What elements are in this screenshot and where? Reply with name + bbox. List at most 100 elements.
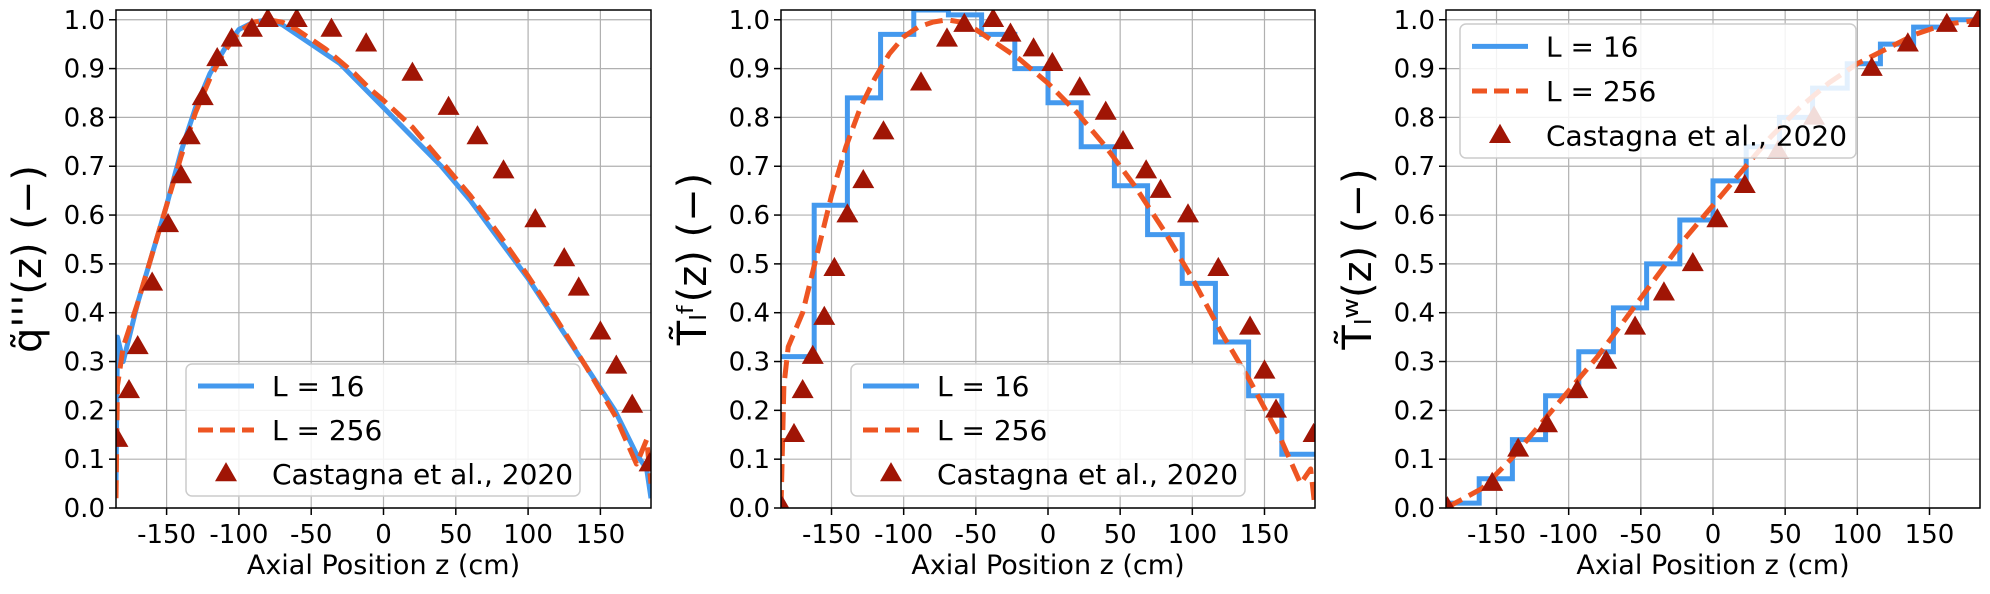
castagna-data-point [116, 427, 129, 447]
castagna-data-point [605, 354, 628, 374]
castagna-data-point [1935, 12, 1958, 32]
series-l256-line [1446, 17, 1980, 508]
castagna-data-point [1706, 208, 1729, 228]
castagna-data-point [1302, 422, 1315, 443]
castagna-data-point [782, 422, 805, 443]
castagna-data-point [126, 335, 149, 355]
x-tick-label: 50 [1104, 520, 1137, 550]
panel-3: -150 -100 -50 0 50 100 150 0.0 0.1 0.2 0.3 0.4 0.5 0.… [1333, 6, 1981, 581]
y-tick-label: 0.2 [64, 396, 105, 426]
castagna-data-point [836, 203, 859, 223]
y-tick-label: 0.7 [64, 152, 105, 182]
y-tick-label: 1.0 [1394, 6, 1435, 36]
legend: L = 16 L = 256 Castagna et al., 2020 [1459, 23, 1857, 159]
castagna-data-point [285, 10, 308, 28]
plot-area [116, 10, 651, 499]
x-tick-label: -100 [874, 520, 933, 550]
x-tick-label: -100 [1539, 520, 1598, 550]
y-tick-label: 0.8 [64, 103, 105, 133]
castagna-data-point [220, 27, 243, 47]
castagna-data-point [1481, 471, 1504, 491]
plot-area [1446, 10, 1980, 508]
castagna-data-point [1566, 378, 1589, 399]
series-l16-line [1446, 17, 1980, 506]
castagna-data-point [492, 159, 515, 179]
y-tick-label: 0.8 [1394, 103, 1435, 133]
x-tick-label: 50 [1769, 520, 1802, 550]
series-l256-line [781, 17, 1315, 508]
y-tick-label: 0.5 [64, 250, 105, 280]
castagna-data-point [320, 17, 343, 37]
castagna-data-point [1135, 159, 1158, 179]
castagna-data-point [1507, 437, 1530, 457]
y-tick-label: 0.3 [1394, 348, 1435, 378]
castagna-data-point [813, 305, 836, 325]
y-tick-label: 0.7 [729, 152, 770, 182]
y-tick-label: 0.7 [1394, 152, 1435, 182]
castagna-data-point [1112, 129, 1135, 150]
castagna-data-point [1595, 349, 1618, 369]
panel-2: -150 -100 -50 0 50 100 150 0.0 0.1 0.2 0.3 0.4 0.5 0.… [668, 6, 1316, 581]
y-tick-label: 0.0 [1394, 494, 1435, 524]
y-tick-label: 0.1 [64, 445, 105, 475]
castagna-data-point [791, 378, 814, 399]
y-axis-label: q̃'''(z) (−) [5, 165, 51, 353]
legend-label: L = 256 [937, 414, 1047, 447]
castagna-data-point [191, 86, 214, 106]
castagna-data-point [170, 164, 193, 184]
legend-castagna-marker [215, 462, 237, 482]
castagna-data-point [621, 393, 644, 413]
y-tick-label: 0.0 [64, 494, 105, 524]
x-tick-label: -150 [802, 520, 861, 550]
castagna-data-point [1239, 315, 1262, 335]
y-tick-label: 0.4 [729, 299, 770, 329]
y-tick-label: 0.3 [64, 348, 105, 378]
castagna-data-point [852, 169, 875, 189]
castagna-data-point [1860, 56, 1883, 76]
legend: L = 16 L = 256 Castagna et al., 2020 [850, 363, 1246, 497]
castagna-data-point [1207, 256, 1230, 277]
castagna-data-point [1094, 100, 1117, 120]
x-axis-label: Axial Position z (cm) [1576, 550, 1849, 581]
y-tick-label: 0.0 [729, 494, 770, 524]
x-tick-label: -150 [1467, 520, 1526, 550]
legend-box [185, 363, 581, 497]
castagna-data-point [781, 496, 790, 508]
castagna-data-point [801, 344, 824, 364]
castagna-data-point [1624, 315, 1647, 335]
castagna-data-point [1536, 413, 1559, 433]
y-tick-label: 0.4 [64, 299, 105, 329]
x-tick-label: -100 [209, 520, 268, 550]
castagna-data-point [1149, 178, 1172, 198]
castagna-data-point [1681, 252, 1704, 272]
castagna-data-point [823, 256, 846, 277]
legend-label: L = 256 [272, 414, 382, 447]
y-tick-label: 0.6 [729, 201, 770, 231]
y-tick-label: 0.8 [729, 103, 770, 133]
castagna-data-point [1733, 173, 1756, 194]
x-axis-label: Axial Position z (cm) [247, 550, 520, 581]
x-tick-label: -50 [1620, 520, 1662, 550]
legend-box [1459, 23, 1857, 159]
y-tick-label: 0.6 [64, 201, 105, 231]
castagna-data-point [524, 208, 547, 228]
y-axis-label: T̃ₗʷ(z) (−) [1333, 168, 1381, 350]
castagna-data-point [638, 452, 651, 472]
y-tick-label: 0.5 [1394, 250, 1435, 280]
castagna-data-point [355, 32, 378, 52]
legend-label: Castagna et al., 2020 [1546, 120, 1847, 153]
castagna-data-point [118, 378, 141, 399]
castagna-data-point [1446, 496, 1455, 508]
legend: L = 16 L = 256 Castagna et al., 2020 [185, 363, 581, 497]
series-l256-line [116, 17, 651, 499]
castagna-data-point [909, 71, 932, 91]
legend-label: L = 16 [937, 370, 1030, 403]
castagna-data-point [401, 61, 424, 81]
y-tick-label: 1.0 [729, 6, 770, 36]
castagna-data-point [256, 10, 279, 28]
legend-castagna-marker [880, 462, 902, 482]
y-tick-label: 0.6 [1394, 201, 1435, 231]
x-tick-label: 150 [1240, 520, 1290, 550]
castagna-data-point [935, 27, 958, 47]
